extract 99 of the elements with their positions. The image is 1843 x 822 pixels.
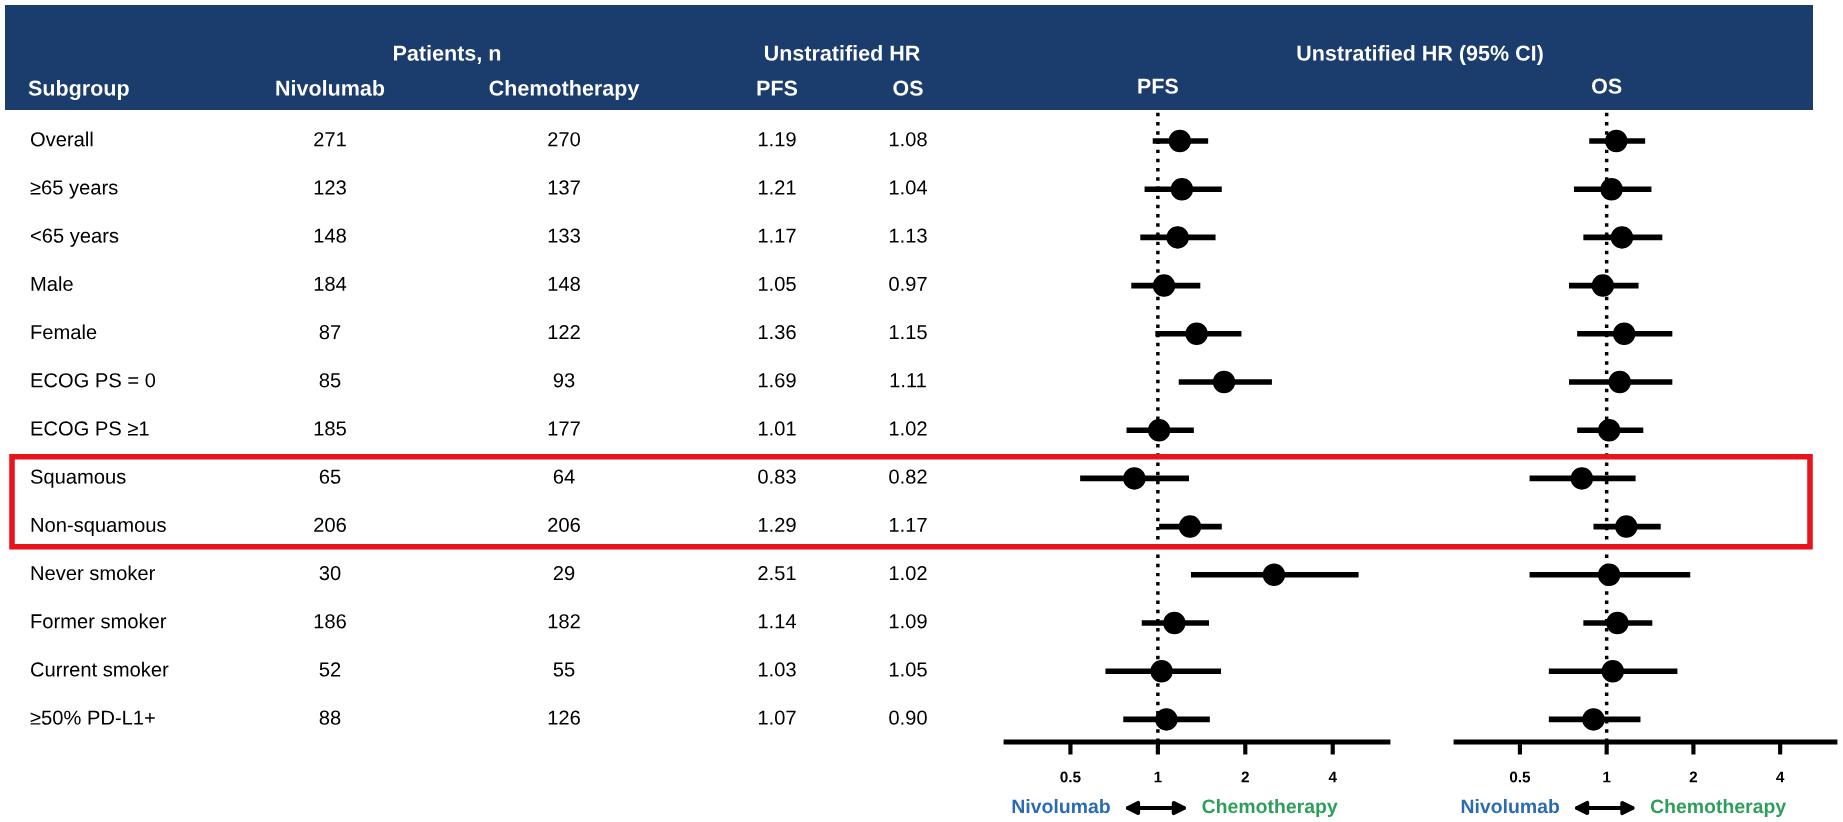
data-label: 1.05 xyxy=(758,276,796,292)
data-label: 1.36 xyxy=(758,324,796,340)
text: Nivolumab xyxy=(1012,798,1110,814)
category-label: ECOG PS = 0 xyxy=(31,373,156,388)
data-label: 182 xyxy=(548,614,580,629)
data-label: 271 xyxy=(314,132,346,147)
data-label: 29 xyxy=(553,565,575,581)
x-tick-label: 1 xyxy=(1603,771,1611,783)
data-label: 148 xyxy=(548,276,580,292)
data-label: 133 xyxy=(548,228,580,243)
data-label: 148 xyxy=(314,228,346,243)
x-tick-label: 4 xyxy=(1328,771,1337,783)
category-label: Current smoker xyxy=(31,661,169,677)
data-label: 1.17 xyxy=(889,517,927,532)
data-label: 88 xyxy=(319,710,341,725)
category-label: Male xyxy=(31,276,73,292)
data-label: 1.03 xyxy=(758,662,796,677)
data-label: 1.21 xyxy=(758,180,796,195)
data-label: 126 xyxy=(548,710,580,725)
point xyxy=(1601,659,1625,683)
data-label: 1.14 xyxy=(758,614,797,629)
text: Chemotherapy xyxy=(1650,798,1787,818)
category-label: Female xyxy=(31,324,97,340)
data-label: 186 xyxy=(314,614,346,629)
data-label: 1.15 xyxy=(889,325,927,340)
data-label: 1.17 xyxy=(758,228,796,243)
category-label: <65 years xyxy=(30,228,119,247)
data-label: 123 xyxy=(314,180,346,195)
data-label: 93 xyxy=(553,373,575,388)
category-label: ECOG PS ≥1 xyxy=(31,421,149,436)
data-label: 1.09 xyxy=(889,614,927,629)
data-label: 1.04 xyxy=(889,180,928,195)
data-label: 1.29 xyxy=(758,517,796,533)
point xyxy=(1582,708,1605,731)
data-label: 65 xyxy=(319,469,341,484)
data-label: 87 xyxy=(319,324,341,340)
text: Unstratified HR xyxy=(764,44,920,61)
x-tick-label: 2 xyxy=(1689,771,1698,783)
data-label: 0.97 xyxy=(889,276,927,292)
data-label: 1.01 xyxy=(758,421,796,436)
data-label: 1.19 xyxy=(758,132,796,147)
data-label: 1.05 xyxy=(889,662,927,677)
data-label: 55 xyxy=(553,662,575,677)
point xyxy=(1591,274,1615,297)
text: Nivolumab xyxy=(1461,798,1560,814)
data-label: 184 xyxy=(314,276,347,292)
point xyxy=(1608,370,1631,394)
category-label: Squamous xyxy=(30,469,126,488)
point xyxy=(1615,515,1638,538)
category-label: Non-squamous xyxy=(31,517,166,536)
data-label: 1.13 xyxy=(889,228,927,243)
data-label: 1.08 xyxy=(889,132,927,147)
data-label: 177 xyxy=(548,421,580,436)
data-label: 0.90 xyxy=(889,710,927,725)
data-label: 270 xyxy=(548,132,581,147)
text: Nivolumab xyxy=(276,79,385,96)
x-tick-label: 4 xyxy=(1776,771,1785,783)
chart-subtitle: Unstratified HR (95% CI) xyxy=(1297,44,1543,66)
data-label: 64 xyxy=(553,469,575,484)
point xyxy=(1597,418,1621,442)
text: Subgroup xyxy=(28,79,129,101)
chart-title: PFS xyxy=(757,80,798,96)
point xyxy=(1612,322,1636,346)
data-label: 122 xyxy=(548,324,580,340)
x-tick-label: 0.5 xyxy=(1060,771,1081,783)
x-tick-label: 0.5 xyxy=(1509,771,1531,783)
text: Chemotherapy xyxy=(489,79,640,101)
category-label: Never smoker xyxy=(31,565,155,581)
chart-title: PFS xyxy=(1138,78,1178,94)
chart-title: OS xyxy=(893,80,923,96)
point xyxy=(1605,129,1628,153)
point xyxy=(1606,611,1629,635)
data-label: 1.69 xyxy=(758,373,796,388)
data-label: 0.82 xyxy=(889,469,927,484)
data-label: 1.02 xyxy=(889,421,927,436)
category-label: ≥65 years xyxy=(30,180,118,199)
text: Chemotherapy xyxy=(1202,798,1338,818)
data-label: 185 xyxy=(314,421,346,436)
data-label: 1.02 xyxy=(889,565,927,581)
data-label: 52 xyxy=(319,662,341,677)
data-label: 30 xyxy=(319,565,341,581)
x-tick-label: 2 xyxy=(1241,771,1249,783)
data-label: 2.51 xyxy=(758,565,796,581)
category-label: ≥50% PD-L1+ xyxy=(30,710,155,725)
category-label: Overall xyxy=(30,131,93,147)
data-label: 0.83 xyxy=(758,469,796,484)
data-label: 1.07 xyxy=(758,710,796,725)
data-label: 206 xyxy=(314,517,346,533)
text: Patients, n xyxy=(394,44,501,64)
data-label: 206 xyxy=(548,517,580,533)
chart-title: OS xyxy=(1592,78,1622,94)
data-label: 137 xyxy=(548,180,580,195)
data-label: 85 xyxy=(319,373,341,388)
point xyxy=(1610,226,1634,249)
category-label: Former smoker xyxy=(31,613,167,629)
point xyxy=(1600,177,1623,201)
point xyxy=(1597,563,1621,587)
data-label: 1.11 xyxy=(890,373,926,388)
x-tick-label: 1 xyxy=(1154,771,1162,783)
